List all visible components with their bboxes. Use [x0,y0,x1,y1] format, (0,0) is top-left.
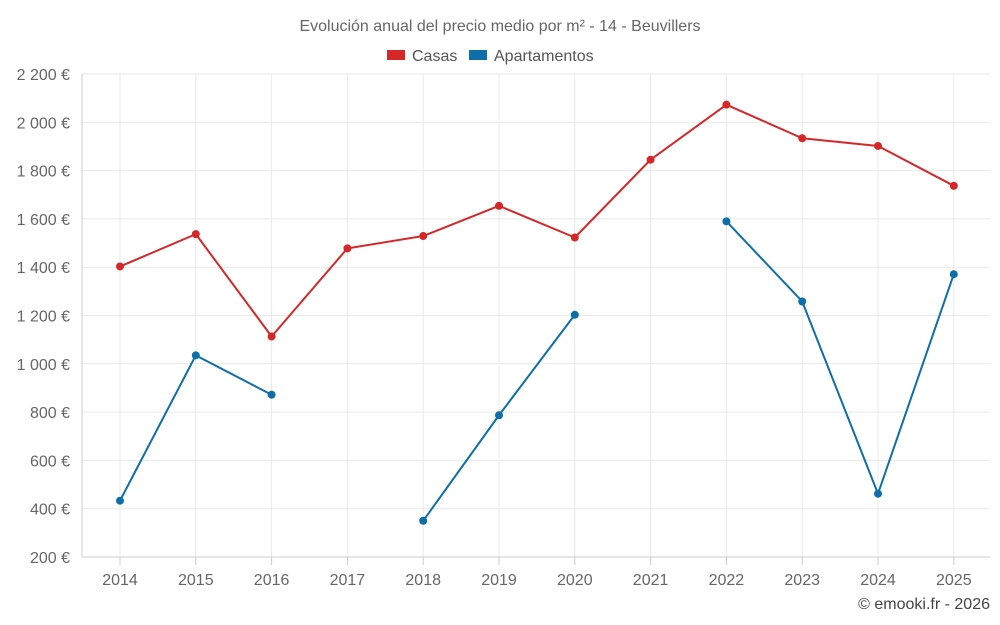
x-tick-label: 2016 [254,572,290,589]
grid [82,73,990,558]
data-point-apartamentos[interactable] [570,310,579,319]
y-tick-label: 800 € [30,405,70,422]
x-tick-label: 2017 [330,572,366,589]
data-point-casas[interactable] [570,233,579,242]
legend-swatch [469,50,487,60]
y-tick-label: 2 000 € [17,115,70,132]
data-point-apartamentos[interactable] [722,217,731,226]
data-point-apartamentos[interactable] [495,411,503,420]
data-point-casas[interactable] [191,230,200,239]
data-point-casas[interactable] [116,262,124,271]
data-point-apartamentos[interactable] [116,496,124,505]
data-point-casas[interactable] [949,181,958,190]
legend-item-casas[interactable]: Casas [387,48,457,65]
data-point-casas[interactable] [798,134,807,143]
data-point-casas[interactable] [646,155,655,164]
data-point-casas[interactable] [419,232,428,241]
legend-label: Casas [412,48,457,65]
data-point-casas[interactable] [874,141,882,150]
data-point-apartamentos[interactable] [798,297,807,306]
y-tick-label: 1 600 € [17,212,70,229]
legend-item-apartamentos[interactable]: Apartamentos [469,48,594,65]
credit-text: © emooki.fr - 2026 [858,596,990,613]
legend-swatch [387,50,405,60]
data-point-casas[interactable] [722,100,731,109]
data-point-apartamentos[interactable] [267,390,276,399]
data-point-apartamentos[interactable] [874,489,882,498]
x-tick-label: 2014 [102,572,138,589]
x-tick-label: 2022 [709,572,745,589]
y-axis: 200 € 400 € 600 € 800 € 1 000 € 1 200 € 1 400 … [17,67,83,567]
series-line-apartamentos [725,220,955,495]
y-tick-label: 1 800 € [17,164,70,181]
plot-area [116,100,958,525]
series-line-casas [119,103,955,338]
x-tick-label: 2019 [481,572,517,589]
data-point-casas[interactable] [495,201,503,210]
data-point-apartamentos[interactable] [191,351,200,360]
chart-title: Evolución anual del precio medio por m² … [299,18,700,35]
x-tick-label: 2023 [784,572,820,589]
x-tick-label: 2025 [936,572,972,589]
data-point-casas[interactable] [267,332,276,341]
x-tick-label: 2021 [633,572,669,589]
x-tick-label: 2024 [860,572,896,589]
x-axis: 2014 2015 2016 2017 2018 2019 2020 2021 2022 2023… [82,556,990,589]
legend: Casas Apartamentos [387,48,594,65]
legend-label: Apartamentos [494,48,594,65]
data-point-casas[interactable] [343,244,352,253]
x-tick-label: 2018 [405,572,441,589]
y-tick-label: 1 400 € [17,260,70,277]
x-tick-label: 2015 [178,572,214,589]
y-tick-label: 200 € [30,550,70,567]
y-tick-label: 1 000 € [17,357,70,374]
data-point-apartamentos[interactable] [949,270,958,279]
x-tick-label: 2020 [557,572,593,589]
y-tick-label: 400 € [30,502,70,519]
y-tick-label: 2 200 € [17,67,70,84]
y-tick-label: 1 200 € [17,309,70,326]
y-tick-label: 600 € [30,453,70,470]
data-point-apartamentos[interactable] [419,516,428,525]
